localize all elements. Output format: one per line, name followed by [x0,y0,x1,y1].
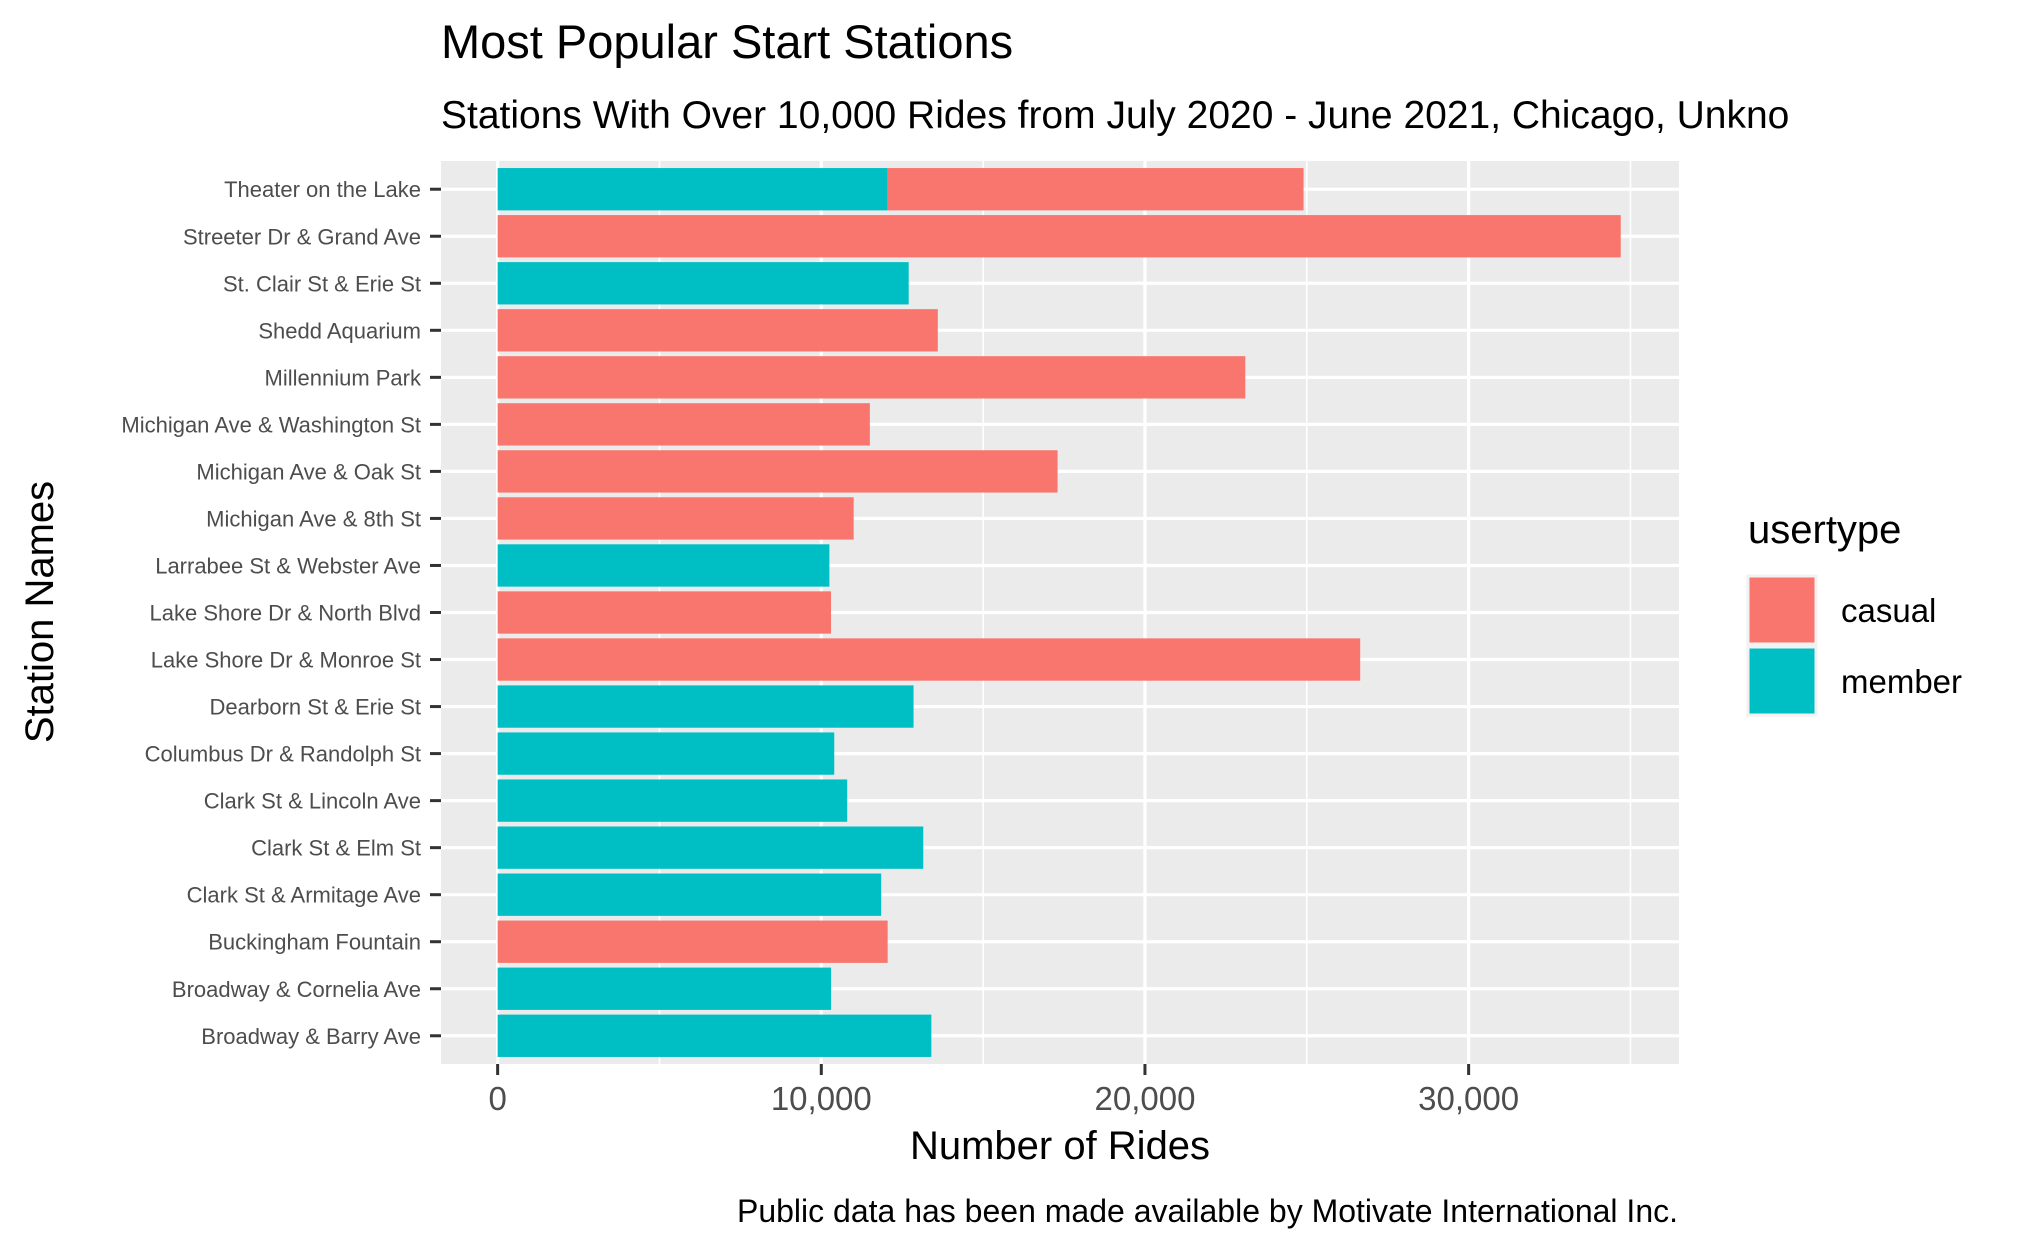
chart-subtitle: Stations With Over 10,000 Rides from Jul… [441,94,1789,137]
bar-member [497,873,882,916]
y-axis-title: Station Names [18,481,62,743]
y-tick-label: Lake Shore Dr & Monroe St [151,648,421,673]
y-tick-label: Michigan Ave & Oak St [196,459,421,484]
y-tick-label: Michigan Ave & 8th St [206,506,421,531]
x-axis-title: Number of Rides [910,1124,1210,1168]
x-tick-label: 0 [488,1080,506,1117]
bar-member [497,967,832,1010]
legend-key-member [1746,645,1818,717]
bar-casual [497,920,888,963]
legend-label-casual: casual [1841,592,1936,629]
y-tick-label: Theater on the Lake [224,177,421,202]
bar-member [497,544,830,587]
legend-title: usertype [1748,508,1901,552]
y-tick-label: Clark St & Elm St [251,836,421,861]
y-tick-label: Dearborn St & Erie St [209,695,421,720]
legend: usertype casual member [1746,508,1962,717]
y-tick-label: Columbus Dr & Randolph St [145,742,421,767]
bar-member [497,262,909,305]
y-tick-label: St. Clair St & Erie St [223,271,421,296]
bar-member [497,732,835,775]
y-tick-label: Millennium Park [265,365,422,390]
y-tick-label: Broadway & Cornelia Ave [172,977,421,1002]
bar-casual [887,168,1304,211]
chart-title: Most Popular Start Stations [441,15,1013,68]
x-tick-label: 10,000 [771,1080,872,1117]
bar-casual [497,356,1246,399]
bar-casual [497,403,870,446]
bar-casual [497,497,854,540]
y-tick-label: Streeter Dr & Grand Ave [183,224,421,249]
chart-caption: Public data has been made available by M… [737,1193,1678,1229]
x-tick-label: 20,000 [1094,1080,1195,1117]
bars [497,168,1621,1057]
bar-member [497,685,914,728]
y-tick-label: Clark St & Lincoln Ave [204,789,421,814]
y-axis: Broadway & Barry Ave Broadway & Cornelia … [121,177,441,1049]
x-tick-label: 30,000 [1418,1080,1519,1117]
y-tick-label: Broadway & Barry Ave [201,1024,421,1049]
y-tick-label: Lake Shore Dr & North Blvd [150,601,421,626]
bar-member [497,826,924,869]
x-axis: 0 10,000 20,000 30,000 [488,1064,1519,1117]
bar-casual [497,309,938,352]
y-tick-label: Larrabee St & Webster Ave [155,553,421,578]
bar-member [497,779,848,822]
bar-member [497,1014,932,1057]
y-tick-label: Michigan Ave & Washington St [121,412,421,437]
legend-key-casual [1746,574,1818,646]
bar-casual [497,215,1621,258]
bar-casual [497,450,1058,493]
y-tick-label: Buckingham Fountain [208,930,421,955]
y-tick-label: Clark St & Armitage Ave [187,883,421,908]
legend-label-member: member [1841,663,1962,700]
bar-casual [497,638,1361,681]
y-tick-label: Shedd Aquarium [258,318,421,343]
bar-member [497,168,888,211]
bar-casual [497,591,832,634]
